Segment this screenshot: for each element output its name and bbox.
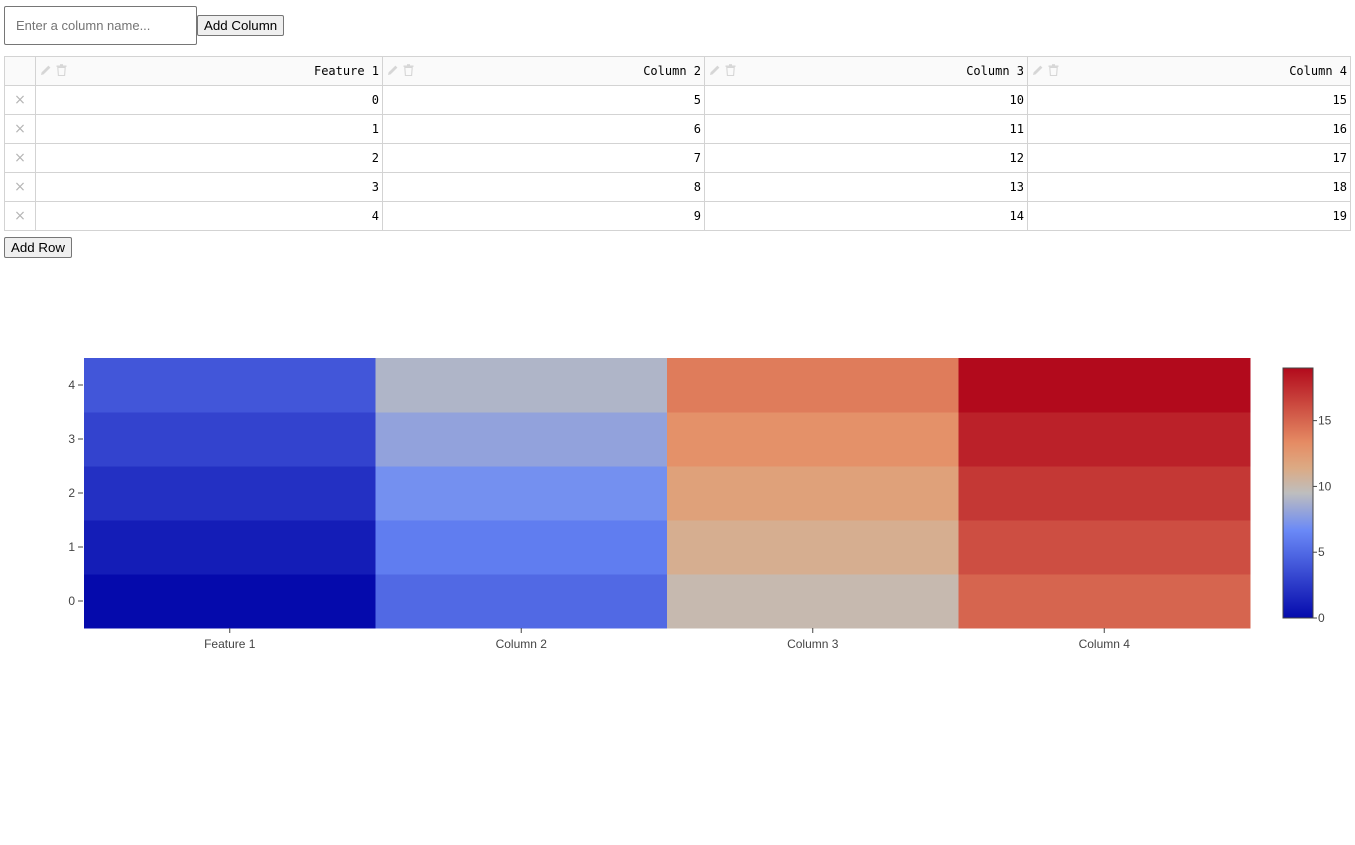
column-header-label[interactable]: Column 4 (1289, 64, 1347, 78)
table-row: × 2 7 12 17 (4, 143, 1351, 173)
add-row-button[interactable]: Add Row (4, 237, 72, 258)
heatmap-cell (958, 358, 1251, 413)
table-cell[interactable]: 2 (35, 143, 383, 173)
table-row: × 4 9 14 19 (4, 201, 1351, 231)
column-name-input[interactable] (4, 6, 197, 45)
table-cell[interactable]: 10 (704, 85, 1028, 115)
x-tick-label: Column 4 (1079, 637, 1131, 651)
table-cell[interactable]: 0 (35, 85, 383, 115)
x-tick-label: Feature 1 (204, 637, 256, 651)
heatmap-cell (667, 574, 959, 629)
trash-icon[interactable] (1048, 64, 1059, 76)
heatmap-cell (375, 520, 668, 575)
table-cell[interactable]: 16 (1027, 114, 1351, 144)
colorbar-tick-label: 5 (1318, 545, 1325, 559)
table-cell[interactable]: 18 (1027, 172, 1351, 202)
close-icon[interactable]: × (4, 201, 36, 231)
table-header-row: Feature 1 Column 2 Column 3 Column 4 (4, 56, 1351, 86)
column-header: Column 2 (382, 56, 705, 86)
trash-icon[interactable] (403, 64, 414, 76)
table-cell[interactable]: 17 (1027, 143, 1351, 173)
y-tick-label: 3 (68, 432, 75, 446)
column-header: Column 4 (1027, 56, 1351, 86)
heatmap-cell (84, 520, 376, 575)
header-actions (709, 64, 736, 76)
heatmap-cell (958, 412, 1251, 467)
column-header-label[interactable]: Column 2 (643, 64, 701, 78)
table-cell[interactable]: 5 (382, 85, 705, 115)
table-cell[interactable]: 9 (382, 201, 705, 231)
heatmap-cell (375, 466, 668, 521)
table-cell[interactable]: 3 (35, 172, 383, 202)
colorbar-tick-label: 10 (1318, 479, 1332, 493)
heatmap-cell (375, 412, 668, 467)
column-header-label[interactable]: Column 3 (966, 64, 1024, 78)
y-tick-label: 4 (68, 378, 75, 392)
y-tick-label: 2 (68, 486, 75, 500)
table-cell[interactable]: 8 (382, 172, 705, 202)
header-corner (4, 56, 36, 86)
colorbar (1282, 367, 1314, 619)
heatmap-cell (667, 520, 959, 575)
close-icon[interactable]: × (4, 143, 36, 173)
table-cell[interactable]: 15 (1027, 85, 1351, 115)
x-tick-label: Column 3 (787, 637, 839, 651)
colorbar-tick-label: 15 (1318, 414, 1332, 428)
header-actions (40, 64, 67, 76)
column-header: Column 3 (704, 56, 1028, 86)
header-actions (1032, 64, 1059, 76)
heatmap-cell (375, 358, 668, 413)
table-row: × 0 5 10 15 (4, 85, 1351, 115)
table-cell[interactable]: 6 (382, 114, 705, 144)
table-cell[interactable]: 12 (704, 143, 1028, 173)
data-table: Feature 1 Column 2 Column 3 Column 4 × 0 5 10 1… (4, 56, 1351, 231)
add-column-button[interactable]: Add Column (197, 15, 285, 36)
heatmap-cell (958, 574, 1251, 629)
heatmap-cell (84, 466, 376, 521)
trash-icon[interactable] (725, 64, 736, 76)
pencil-icon[interactable] (709, 64, 721, 76)
table-cell[interactable]: 4 (35, 201, 383, 231)
table-row: × 1 6 11 16 (4, 114, 1351, 144)
table-cell[interactable]: 19 (1027, 201, 1351, 231)
table-cell[interactable]: 1 (35, 114, 383, 144)
header-actions (387, 64, 414, 76)
heatmap-cell (84, 412, 376, 467)
x-tick-label: Column 2 (496, 637, 548, 651)
heatmap-cell (84, 358, 376, 413)
heatmap-cell (667, 412, 959, 467)
close-icon[interactable]: × (4, 114, 36, 144)
table-cell[interactable]: 7 (382, 143, 705, 173)
y-tick-label: 0 (68, 594, 75, 608)
close-icon[interactable]: × (4, 85, 36, 115)
heatmap-cell (667, 358, 959, 413)
y-tick-label: 1 (68, 540, 75, 554)
heatmap-cell (667, 466, 959, 521)
pencil-icon[interactable] (40, 64, 52, 76)
table-cell[interactable]: 14 (704, 201, 1028, 231)
heatmap-cell (375, 574, 668, 629)
heatmap-cell (958, 520, 1251, 575)
trash-icon[interactable] (56, 64, 67, 76)
heatmap-cell (84, 574, 376, 629)
table-row: × 3 8 13 18 (4, 172, 1351, 202)
table-cell[interactable]: 13 (704, 172, 1028, 202)
colorbar-tick-label: 0 (1318, 611, 1325, 625)
pencil-icon[interactable] (387, 64, 399, 76)
pencil-icon[interactable] (1032, 64, 1044, 76)
heatmap-cell (958, 466, 1251, 521)
close-icon[interactable]: × (4, 172, 36, 202)
column-header-label[interactable]: Feature 1 (313, 64, 379, 78)
